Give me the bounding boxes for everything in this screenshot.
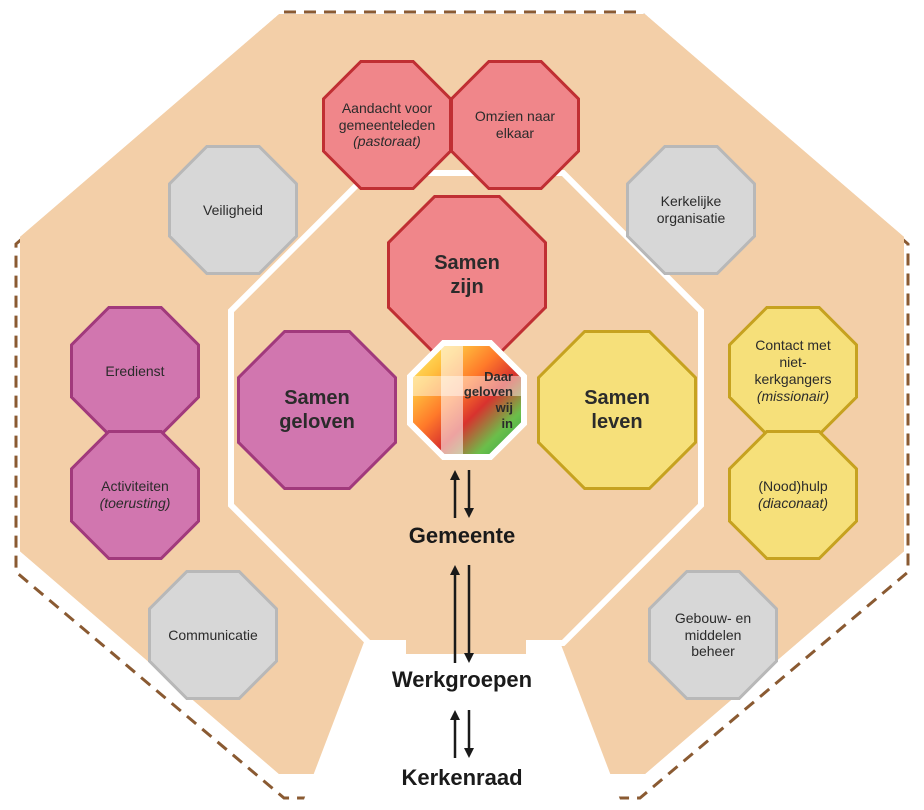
node-aandacht-pastoraat: Aandacht voorgemeenteleden(pastoraat) [322,60,452,190]
node-samen-geloven: Samengeloven [237,330,397,490]
node-contact-missionair: Contact metniet-kerkgangers(missionair) [728,306,858,436]
node-communicatie: Communicatie [148,570,278,700]
node-veiligheid-label: Veiligheid [195,196,271,225]
node-eredienst-label: Eredienst [97,357,172,386]
center-text: Daargelovenwijin [407,363,527,437]
node-communicatie-label: Communicatie [160,621,265,650]
node-gebouw-beheer-label: Gebouw- enmiddelenbeheer [667,604,759,666]
node-eredienst: Eredienst [70,306,200,436]
node-gebouw-beheer: Gebouw- enmiddelenbeheer [648,570,778,700]
arrows-werkgroepen-kerkenraad [444,710,480,758]
label-werkgroepen: Werkgroepen [392,667,532,693]
node-aandacht-pastoraat-label: Aandacht voorgemeenteleden(pastoraat) [331,94,444,156]
node-omzien-elkaar-label: Omzien naarelkaar [467,102,563,148]
node-contact-missionair-label: Contact metniet-kerkgangers(missionair) [746,331,839,410]
node-kerkelijke-org: Kerkelijkeorganisatie [626,145,756,275]
node-activiteiten: Activiteiten(toerusting) [70,430,200,560]
label-gemeente: Gemeente [409,523,515,549]
arrows-gemeente-werkgroepen [444,565,480,663]
node-veiligheid: Veiligheid [168,145,298,275]
label-kerkenraad: Kerkenraad [401,765,522,791]
node-omzien-elkaar: Omzien naarelkaar [450,60,580,190]
arrows-center-gemeente [444,470,480,518]
node-samen-leven-label: Samenleven [576,380,658,440]
node-samen-leven: Samenleven [537,330,697,490]
node-samen-zijn: Samenzijn [387,195,547,355]
node-samen-zijn-label: Samenzijn [426,245,508,305]
node-noodhulp-label: (Nood)hulp(diaconaat) [750,472,836,518]
node-activiteiten-label: Activiteiten(toerusting) [92,472,179,518]
center-octagon: Daargelovenwijin [407,340,527,460]
node-kerkelijke-org-label: Kerkelijkeorganisatie [649,187,734,233]
node-noodhulp: (Nood)hulp(diaconaat) [728,430,858,560]
node-samen-geloven-label: Samengeloven [271,380,363,440]
diagram-stage: Samenzijn Samengeloven Samenleven Daargelo… [0,0,924,804]
